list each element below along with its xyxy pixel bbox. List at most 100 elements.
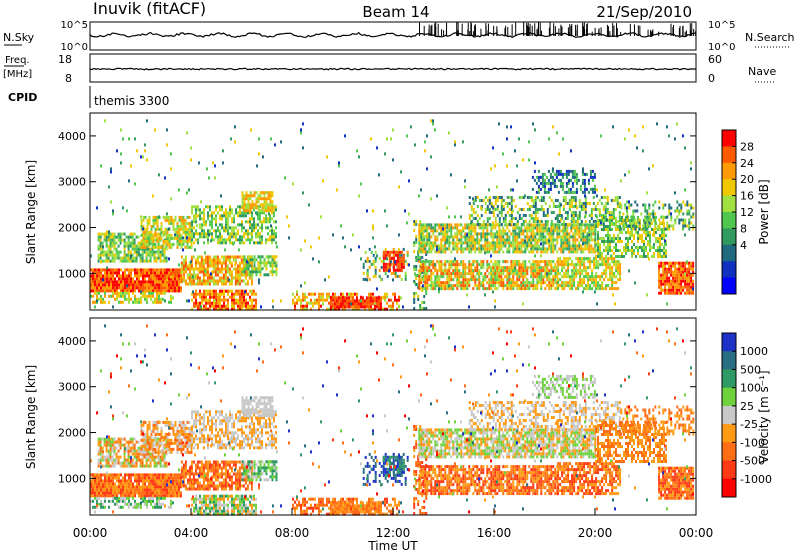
heatmap-cell [400, 259, 403, 263]
heatmap-cell [643, 243, 645, 246]
heatmap-cell [172, 224, 175, 228]
heatmap-cell [664, 285, 667, 289]
heatmap-cell [241, 307, 243, 311]
heatmap-cell [637, 252, 639, 255]
heatmap-cell [238, 273, 241, 277]
heatmap-cell [562, 235, 565, 239]
heatmap-cell [108, 277, 110, 281]
heatmap-cell [188, 282, 191, 286]
heatmap-cell [430, 226, 433, 230]
heatmap-cell [153, 253, 156, 257]
heatmap-cell [506, 278, 509, 282]
heatmap-cell [131, 238, 134, 242]
heatmap-cell [227, 220, 229, 224]
heatmap-cell [666, 261, 669, 265]
heatmap-cell [417, 283, 420, 286]
heatmap-cell [418, 235, 421, 239]
heatmap-cell [111, 253, 114, 257]
heatmap-cell [154, 218, 157, 222]
heatmap-cell [147, 259, 150, 263]
heatmap-cell [565, 272, 568, 276]
heatmap-cell [544, 226, 547, 230]
heatmap-cell [550, 247, 553, 251]
heatmap-cell [540, 235, 543, 239]
heatmap-cell [474, 199, 477, 202]
heatmap-cell [498, 281, 501, 285]
heatmap-cell [131, 244, 134, 248]
heatmap-cell [454, 235, 457, 239]
heatmap-cell [357, 299, 360, 303]
heatmap-cell [110, 268, 112, 272]
heatmap-cell [396, 307, 398, 311]
heatmap-cell [502, 244, 505, 248]
heatmap-cell [615, 246, 617, 249]
heatmap-cell [559, 272, 562, 276]
heatmap-cell [470, 275, 473, 279]
heatmap-cell [508, 220, 511, 223]
heatmap-cell [565, 281, 568, 285]
heatmap-cell [423, 295, 426, 298]
heatmap-cell [386, 250, 389, 254]
heatmap-cell [506, 260, 509, 264]
heatmap-cell [213, 217, 215, 221]
heatmap-cell [524, 281, 527, 285]
heatmap-cell [520, 263, 523, 267]
heatmap-cell [472, 263, 475, 267]
heatmap-cell [218, 267, 221, 271]
heatmap-cell [243, 226, 245, 230]
heatmap-cell [142, 280, 144, 284]
heatmap-cell [621, 219, 623, 222]
heatmap-cell [239, 211, 241, 215]
heatmap-cell [222, 267, 225, 271]
heatmap-cell [208, 276, 211, 280]
heatmap-cell [514, 250, 517, 254]
heatmap-cell [413, 301, 416, 304]
heatmap-cell [243, 261, 246, 265]
heatmap-cell [241, 194, 244, 198]
heatmap-cell [516, 226, 519, 230]
heatmap-cell [182, 227, 185, 231]
heatmap-cell [206, 279, 209, 283]
heatmap-cell [607, 278, 610, 282]
heatmap-cell [542, 278, 545, 282]
heatmap-cell [472, 202, 475, 205]
heatmap-cell [261, 261, 264, 265]
heatmap-cell [520, 287, 523, 291]
heatmap-cell [601, 240, 603, 243]
heatmap-cell [160, 227, 163, 231]
heatmap-cell [550, 241, 553, 245]
heatmap-cell [90, 277, 92, 281]
heatmap-cell [164, 283, 166, 287]
heatmap-cell [265, 226, 267, 230]
heatmap-cell [292, 301, 294, 305]
heatmap-cell [528, 281, 531, 285]
heatmap-cell [267, 191, 270, 195]
heatmap-cell [418, 229, 421, 233]
heatmap-cell [500, 202, 503, 205]
heatmap-cell [587, 272, 590, 276]
heatmap-cell [442, 232, 445, 236]
heatmap-cell [504, 217, 507, 220]
heatmap-cell [153, 250, 156, 254]
heatmap-cell [152, 233, 155, 237]
heatmap-cell [476, 196, 479, 199]
heatmap-cell [524, 214, 527, 217]
heatmap-cell [249, 217, 251, 221]
heatmap-cell [141, 247, 144, 251]
heatmap-cell [440, 250, 443, 254]
heatmap-cell [446, 278, 449, 282]
heatmap-cell [162, 268, 164, 272]
heatmap-cell [556, 205, 559, 208]
heatmap-cell [574, 220, 577, 223]
heatmap-cell [229, 208, 231, 212]
heatmap-cell [548, 229, 551, 233]
heatmap-cell [265, 203, 268, 207]
heatmap-cell [244, 270, 247, 274]
heatmap-cell [94, 300, 96, 304]
heatmap-cell [424, 263, 427, 267]
heatmap-cell [142, 291, 144, 295]
heatmap-cell [482, 235, 485, 239]
heatmap-cell [641, 255, 643, 258]
heatmap-cell [226, 267, 229, 271]
heatmap-cell [255, 304, 257, 308]
